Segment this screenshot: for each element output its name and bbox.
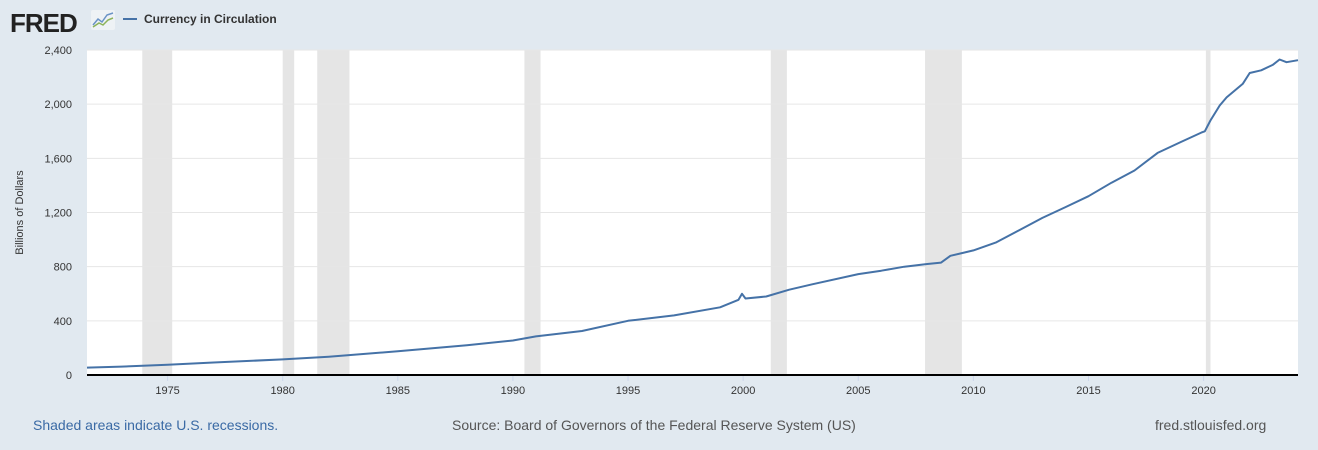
x-tick-label: 1995	[616, 385, 640, 397]
fred-logo[interactable]: FRED	[10, 8, 78, 38]
y-tick-label: 1,200	[44, 208, 72, 220]
x-tick-label: 1975	[155, 385, 179, 397]
chart-legend: Currency in Circulation	[123, 12, 277, 26]
line-chart-icon	[91, 10, 115, 30]
line-chart: 0 400 800 1,200 1,600 2,000 2,400 1975 1980 1985 1…	[14, 45, 1299, 397]
x-tick-label: 2000	[731, 385, 755, 397]
y-tick-label: 1,600	[44, 153, 72, 165]
source-text: Source: Board of Governors of the Federa…	[452, 417, 856, 433]
x-tick-label: 1985	[386, 385, 410, 397]
site-link[interactable]: fred.stlouisfed.org	[1155, 417, 1267, 433]
y-tick-label: 2,400	[44, 45, 72, 57]
x-tick-label: 2005	[846, 385, 870, 397]
x-tick-label: 1990	[501, 385, 525, 397]
x-tick-label: 1980	[270, 385, 294, 397]
x-tick-label: 2010	[961, 385, 985, 397]
y-axis-label: Billions of Dollars	[14, 170, 26, 255]
y-tick-label: 0	[66, 370, 72, 382]
x-tick-label: 2015	[1076, 385, 1100, 397]
legend-label: Currency in Circulation	[144, 12, 277, 26]
recessions-note-link[interactable]: Shaded areas indicate U.S. recessions.	[33, 417, 279, 433]
series-line	[86, 58, 1299, 369]
y-tick-label: 800	[54, 262, 72, 274]
y-tick-label: 400	[54, 316, 72, 328]
legend-swatch	[123, 18, 137, 20]
y-tick-label: 2,000	[44, 99, 72, 111]
x-tick-label: 2020	[1191, 385, 1215, 397]
